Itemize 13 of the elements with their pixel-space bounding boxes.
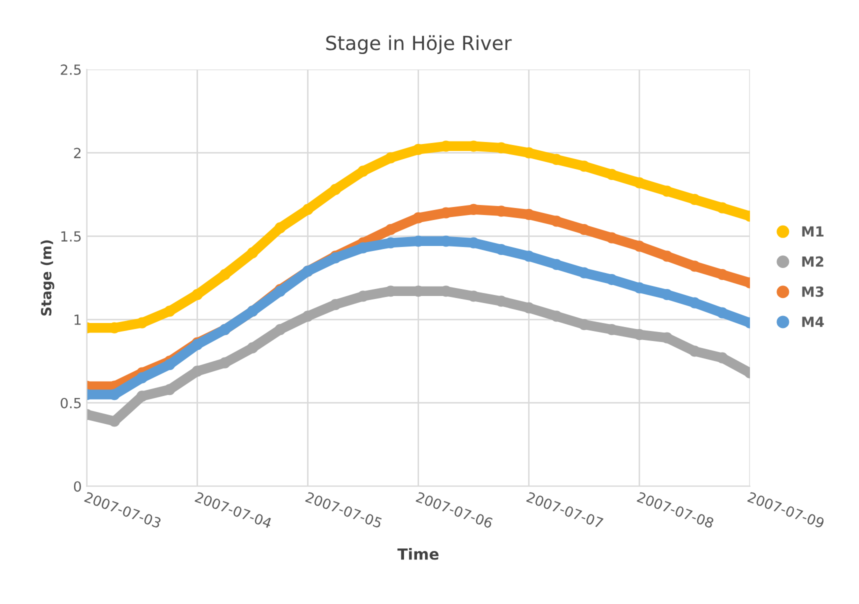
legend-label: M4 [802, 316, 824, 327]
y-tick-label: 1.5 [61, 231, 81, 242]
y-tick-label: 2.5 [60, 64, 81, 75]
legend-label: M2 [802, 256, 824, 267]
legend-label: M3 [802, 286, 824, 297]
x-axis-title: Time [397, 548, 439, 560]
y-tick-label: 1 [74, 314, 81, 325]
legend-label: M1 [802, 226, 824, 237]
y-axis-title: Stage (m) [40, 240, 54, 316]
y-tick-label: 2 [74, 148, 81, 158]
y-tick-label: 0.5 [60, 398, 81, 408]
y-tick-label: 0 [74, 481, 81, 492]
chart-title: Stage in Höje River [326, 35, 512, 54]
